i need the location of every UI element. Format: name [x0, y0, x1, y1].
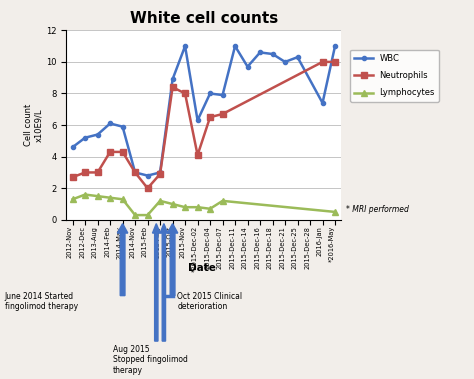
FancyArrow shape	[167, 224, 178, 296]
Text: * MRI performed: * MRI performed	[346, 205, 409, 214]
Text: Aug 2015
Stopped fingolimod
therapy: Aug 2015 Stopped fingolimod therapy	[113, 345, 188, 375]
Text: Oct 2015 Clinical
deterioration: Oct 2015 Clinical deterioration	[177, 292, 242, 311]
Y-axis label: Cell count
x10E9/L: Cell count x10E9/L	[24, 104, 43, 146]
Text: June 2014 Started
fingolimod therapy: June 2014 Started fingolimod therapy	[5, 292, 78, 311]
Title: White cell counts: White cell counts	[130, 11, 278, 27]
FancyArrow shape	[160, 224, 168, 341]
Text: Date: Date	[188, 263, 215, 273]
FancyArrow shape	[118, 224, 128, 296]
FancyArrow shape	[153, 224, 160, 341]
Legend: WBC, Neutrophils, Lymphocytes: WBC, Neutrophils, Lymphocytes	[350, 50, 439, 102]
